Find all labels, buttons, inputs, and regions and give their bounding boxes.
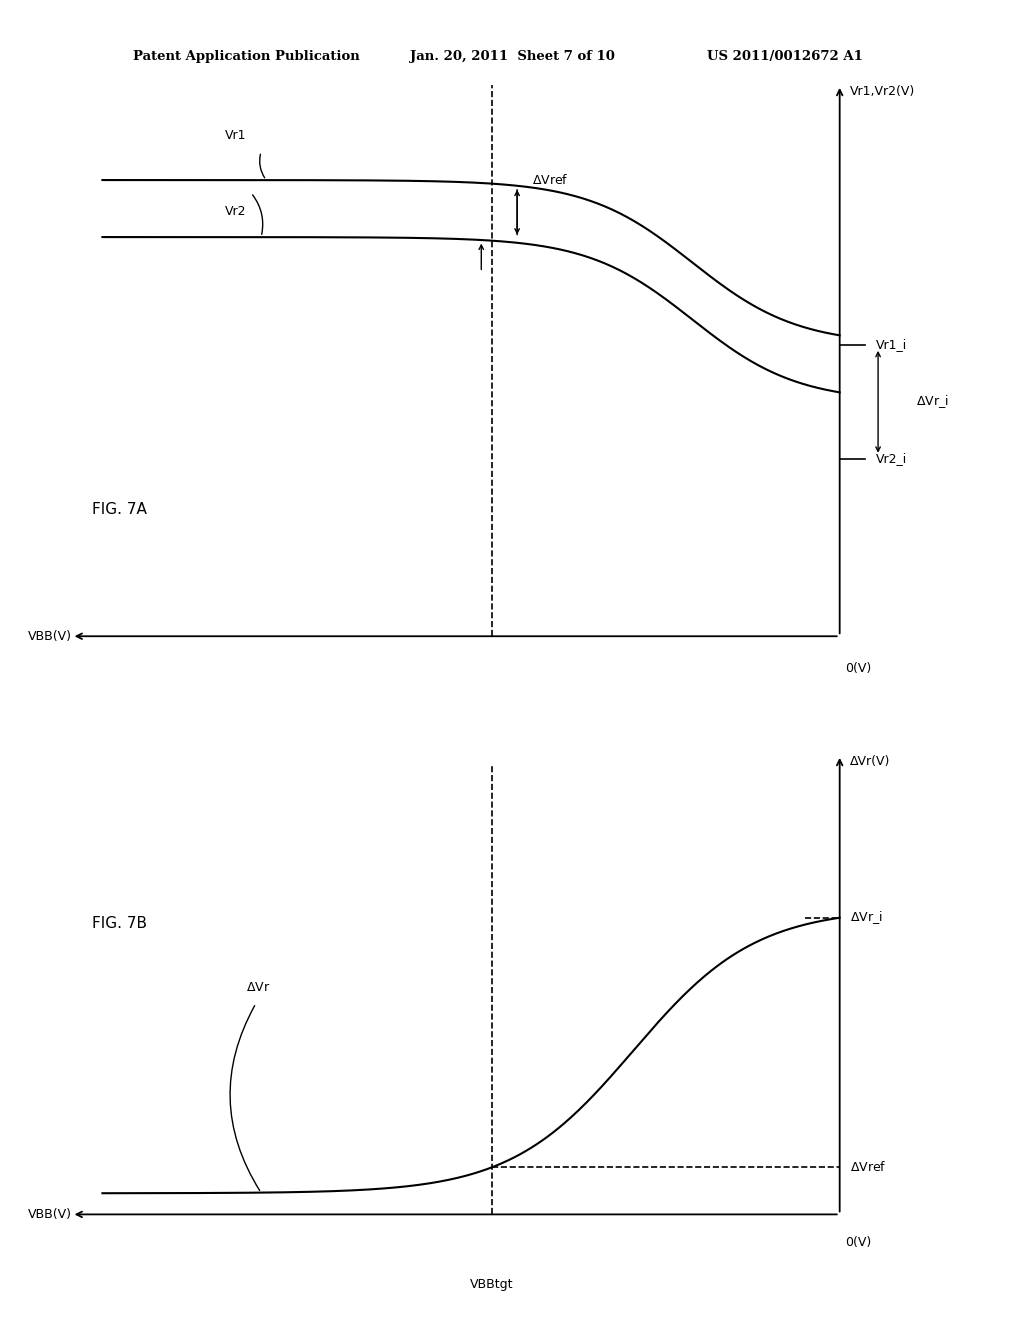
Text: Vr2_i: Vr2_i <box>876 453 907 466</box>
Text: $\Delta$Vr: $\Delta$Vr <box>246 981 270 994</box>
Text: 0(V): 0(V) <box>845 1236 871 1249</box>
Text: $\Delta$Vr_i: $\Delta$Vr_i <box>916 393 949 411</box>
Text: FIG. 7B: FIG. 7B <box>92 916 147 932</box>
Text: $\Delta$Vr_i: $\Delta$Vr_i <box>850 909 883 927</box>
Text: US 2011/0012672 A1: US 2011/0012672 A1 <box>707 50 862 63</box>
Text: VBB(V): VBB(V) <box>28 630 72 643</box>
Text: $\Delta$Vref: $\Delta$Vref <box>850 1160 887 1175</box>
Text: FIG. 7A: FIG. 7A <box>92 502 147 517</box>
Text: Vr1,Vr2(V): Vr1,Vr2(V) <box>850 84 915 98</box>
Text: VBBtgt: VBBtgt <box>470 1278 513 1291</box>
Text: Vr1: Vr1 <box>225 129 247 143</box>
Text: 0(V): 0(V) <box>845 661 871 675</box>
Text: Jan. 20, 2011  Sheet 7 of 10: Jan. 20, 2011 Sheet 7 of 10 <box>410 50 614 63</box>
Text: Vr1_i: Vr1_i <box>876 338 907 351</box>
Text: Vr2: Vr2 <box>225 205 247 218</box>
Text: Patent Application Publication: Patent Application Publication <box>133 50 359 63</box>
Text: ΔVr(V): ΔVr(V) <box>850 755 890 768</box>
Text: $\Delta$Vref: $\Delta$Vref <box>532 173 569 187</box>
Text: VBB(V): VBB(V) <box>28 1208 72 1221</box>
